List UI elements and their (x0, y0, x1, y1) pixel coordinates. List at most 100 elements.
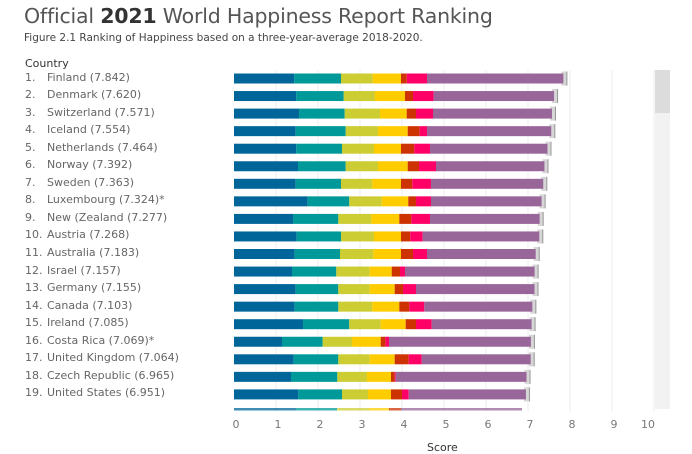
scrollbar-track[interactable] (655, 70, 670, 409)
bar-segment[interactable] (369, 266, 392, 277)
bar-segment[interactable] (388, 336, 531, 347)
bar-segment-partial[interactable] (368, 408, 389, 411)
bar-segment[interactable] (373, 143, 401, 154)
bar-segment-partial[interactable] (234, 408, 296, 411)
bar-segment[interactable] (394, 284, 404, 295)
bar-segment[interactable] (407, 126, 420, 137)
bar-segment[interactable] (294, 73, 342, 84)
bar-segment[interactable] (403, 284, 416, 295)
bar-segment[interactable] (345, 161, 379, 172)
bar-segment[interactable] (408, 354, 422, 365)
bar-segment-partial[interactable] (295, 408, 337, 411)
bar-segment[interactable] (343, 91, 375, 102)
bar-segment[interactable] (337, 371, 368, 382)
bar-segment[interactable] (345, 126, 379, 137)
bar-segment[interactable] (373, 231, 401, 242)
bar-segment[interactable] (408, 389, 526, 400)
bar-segment[interactable] (385, 336, 389, 347)
bar-segment[interactable] (400, 73, 407, 84)
scrollbar-thumb[interactable] (655, 70, 670, 113)
bar-segment[interactable] (413, 249, 427, 259)
bar-segment[interactable] (338, 284, 370, 295)
bar-segment[interactable] (322, 336, 353, 347)
bar-segment[interactable] (373, 249, 401, 259)
bar-segment[interactable] (234, 301, 295, 312)
bar-segment[interactable] (340, 249, 374, 259)
bar-segment[interactable] (234, 108, 300, 119)
bar-segment[interactable] (234, 371, 291, 382)
bar-segment[interactable] (400, 178, 413, 189)
bar-segment[interactable] (411, 213, 431, 224)
bar-segment[interactable] (404, 91, 414, 102)
bar-segment[interactable] (381, 196, 409, 207)
bar-segment[interactable] (369, 354, 395, 365)
bar-segment[interactable] (430, 196, 542, 207)
bar-segment[interactable] (374, 91, 405, 102)
bar-segment[interactable] (234, 213, 294, 224)
bar-segment[interactable] (344, 108, 380, 119)
bar-segment[interactable] (406, 73, 427, 84)
bar-segment[interactable] (419, 161, 437, 172)
bar-segment[interactable] (293, 213, 339, 224)
bar-segment[interactable] (234, 73, 295, 84)
bar-segment[interactable] (372, 301, 400, 312)
bar-segment[interactable] (296, 231, 342, 242)
bar-segment[interactable] (296, 143, 342, 154)
bar-segment[interactable] (234, 196, 308, 207)
bar-segment[interactable] (367, 371, 391, 382)
bar-segment[interactable] (336, 266, 370, 277)
bar-segment[interactable] (303, 319, 350, 330)
bar-segment[interactable] (405, 319, 416, 330)
bar-segment[interactable] (415, 319, 432, 330)
bar-segment[interactable] (426, 73, 564, 84)
bar-segment[interactable] (293, 354, 339, 365)
bar-segment[interactable] (295, 126, 346, 137)
bar-segment[interactable] (282, 336, 323, 347)
bar-segment[interactable] (410, 231, 423, 242)
bar-segment[interactable] (234, 91, 297, 102)
bar-segment[interactable] (234, 354, 294, 365)
bar-segment[interactable] (234, 143, 297, 154)
bar-segment[interactable] (294, 301, 339, 312)
bar-segment[interactable] (415, 196, 431, 207)
bar-segment[interactable] (341, 178, 373, 189)
bar-segment[interactable] (430, 178, 544, 189)
bar-segment[interactable] (432, 108, 552, 119)
bar-segment[interactable] (391, 266, 400, 277)
bar-segment[interactable] (338, 354, 370, 365)
bar-segment[interactable] (369, 284, 395, 295)
bar-segment[interactable] (234, 319, 304, 330)
bar-segment-partial[interactable] (336, 408, 369, 411)
bar-segment[interactable] (399, 213, 412, 224)
bar-segment[interactable] (234, 336, 283, 347)
bar-segment[interactable] (426, 126, 552, 137)
bar-segment[interactable] (292, 266, 337, 277)
bar-segment[interactable] (409, 301, 425, 312)
bar-segment[interactable] (234, 249, 295, 259)
bar-segment[interactable] (400, 143, 415, 154)
bar-segment[interactable] (415, 108, 433, 119)
bar-segment[interactable] (234, 389, 299, 400)
bar-segment[interactable] (295, 284, 339, 295)
bar-segment[interactable] (399, 301, 410, 312)
bar-segment[interactable] (415, 284, 535, 295)
bar-segment[interactable] (296, 91, 344, 102)
bar-segment[interactable] (341, 231, 374, 242)
bar-segment[interactable] (400, 249, 414, 259)
bar-segment[interactable] (372, 178, 401, 189)
bar-segment[interactable] (299, 108, 345, 119)
bar-segment[interactable] (395, 371, 527, 382)
bar-segment[interactable] (234, 231, 297, 242)
bar-segment[interactable] (307, 196, 350, 207)
bar-segment[interactable] (419, 126, 427, 137)
bar-segment[interactable] (430, 213, 540, 224)
bar-segment[interactable] (341, 143, 374, 154)
bar-segment[interactable] (412, 178, 431, 189)
bar-segment[interactable] (408, 196, 416, 207)
bar-segment[interactable] (426, 249, 536, 259)
bar-segment[interactable] (341, 73, 373, 84)
bar-segment[interactable] (424, 301, 533, 312)
bar-segment[interactable] (413, 91, 434, 102)
bar-segment[interactable] (402, 389, 409, 400)
bar-segment[interactable] (338, 213, 372, 224)
